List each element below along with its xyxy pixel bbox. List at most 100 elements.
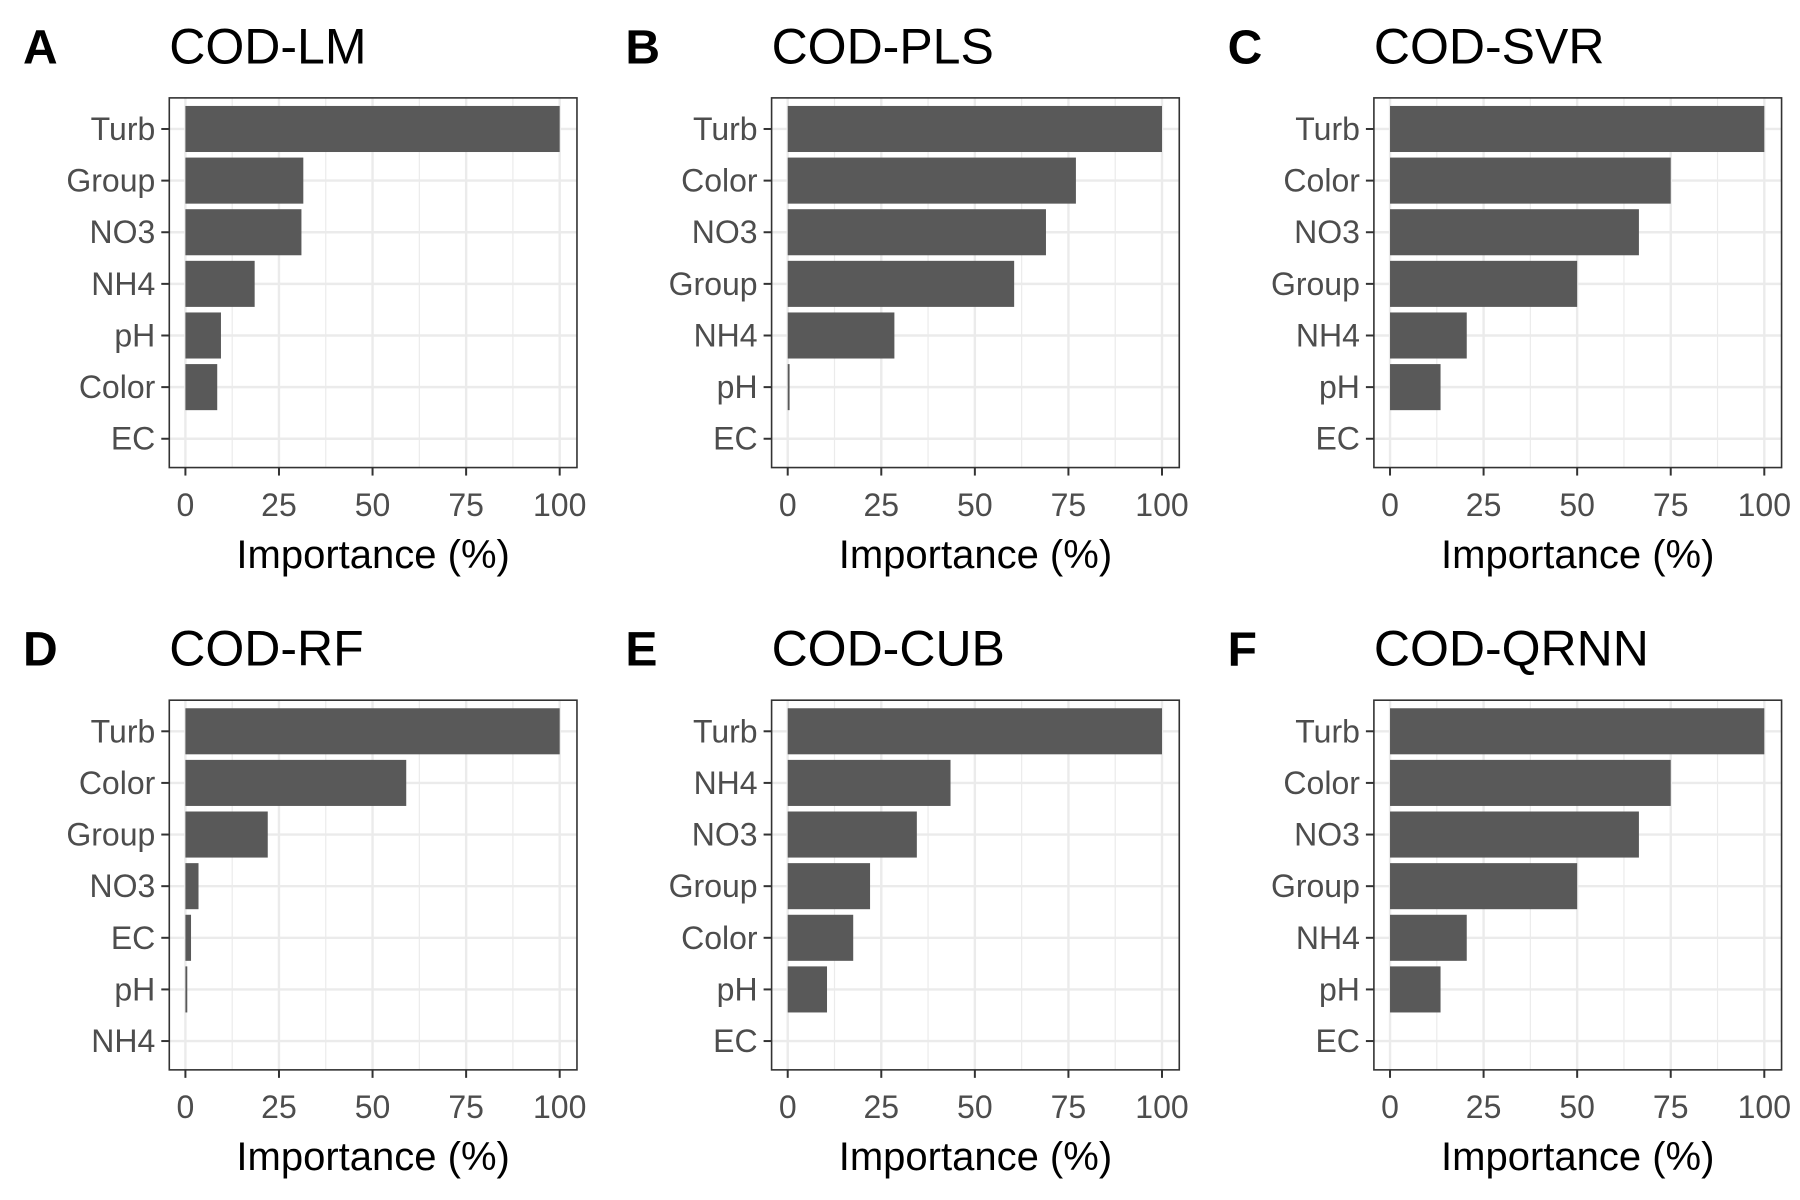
category-label: pH xyxy=(1319,369,1360,405)
x-tick-label: 100 xyxy=(1738,487,1791,523)
x-tick-label: 25 xyxy=(863,487,899,523)
category-label: EC xyxy=(111,421,155,457)
category-label: Turb xyxy=(1295,713,1360,749)
x-tick-label: 50 xyxy=(355,1089,391,1125)
x-tick-label: 25 xyxy=(1466,1089,1502,1125)
category-label: Color xyxy=(681,920,758,956)
bar-ec xyxy=(185,914,192,961)
x-tick-label: 75 xyxy=(1653,487,1689,523)
x-tick-label: 0 xyxy=(1381,1089,1399,1125)
x-tick-label: 50 xyxy=(355,487,391,523)
category-label: pH xyxy=(717,369,758,405)
bar-nh4 xyxy=(1390,914,1467,961)
bar-color xyxy=(185,759,407,806)
category-label: EC xyxy=(713,421,757,457)
category-label: NH4 xyxy=(91,1023,155,1059)
x-tick-label: 25 xyxy=(261,487,297,523)
x-tick-label: 75 xyxy=(448,487,484,523)
bar-color xyxy=(787,914,854,961)
x-tick-label: 50 xyxy=(957,487,993,523)
bar-ph xyxy=(185,312,221,359)
bar-color xyxy=(185,364,218,411)
x-tick-label: 25 xyxy=(863,1089,899,1125)
category-label: pH xyxy=(114,317,155,353)
panel-title: COD-LM xyxy=(169,18,366,74)
panel-d: D COD-RF Turb Color Group NO3 EC pH NH4 0 25 50 75 10… xyxy=(23,621,586,1179)
x-tick-label: 75 xyxy=(448,1089,484,1125)
x-axis-title: Importance (%) xyxy=(839,1135,1112,1179)
bar-nh4 xyxy=(1390,312,1467,359)
category-label: NO3 xyxy=(89,214,155,250)
x-axis-title: Importance (%) xyxy=(1441,1135,1714,1179)
bar-color xyxy=(1390,759,1671,806)
x-tick-label: 75 xyxy=(1051,487,1087,523)
x-tick-label: 75 xyxy=(1051,1089,1087,1125)
category-label: Turb xyxy=(1295,111,1360,147)
category-label: pH xyxy=(114,971,155,1007)
bar-no3 xyxy=(1390,811,1639,858)
panel-letter: C xyxy=(1228,21,1263,74)
category-label: Turb xyxy=(91,713,156,749)
x-tick-label: 0 xyxy=(779,1089,797,1125)
category-label: Turb xyxy=(91,111,156,147)
x-axis-title: Importance (%) xyxy=(236,533,509,577)
category-label: NH4 xyxy=(1296,920,1360,956)
panel-letter: B xyxy=(625,21,660,74)
bar-turb xyxy=(787,105,1162,153)
x-axis-title: Importance (%) xyxy=(1441,533,1714,577)
category-label: pH xyxy=(1319,971,1360,1007)
panel-title: COD-SVR xyxy=(1374,18,1605,74)
bar-no3 xyxy=(185,209,302,256)
bar-ph xyxy=(1390,966,1441,1013)
panel-title: COD-PLS xyxy=(772,18,994,74)
category-label: EC xyxy=(1315,421,1359,457)
bar-turb xyxy=(1390,105,1765,153)
x-tick-label: 100 xyxy=(1135,487,1188,523)
bar-group xyxy=(1390,260,1578,307)
bar-group xyxy=(787,260,1015,307)
bar-no3 xyxy=(787,811,917,858)
x-tick-label: 75 xyxy=(1653,1089,1689,1125)
category-label: EC xyxy=(1315,1023,1359,1059)
category-label: Color xyxy=(79,765,156,801)
bar-color xyxy=(787,157,1076,204)
bar-group xyxy=(185,811,268,858)
bar-no3 xyxy=(1390,209,1639,256)
x-tick-label: 100 xyxy=(533,1089,586,1125)
category-label: NO3 xyxy=(692,817,758,853)
panel-b: B COD-PLS Turb Color NO3 Group NH4 pH EC 0 25 50 75 1… xyxy=(625,18,1188,576)
bar-nh4 xyxy=(787,759,951,806)
panel-letter: F xyxy=(1228,624,1257,677)
bar-group xyxy=(1390,863,1578,910)
x-axis-title: Importance (%) xyxy=(236,1135,509,1179)
bar-ph xyxy=(185,966,188,1013)
category-label: NH4 xyxy=(1296,317,1360,353)
category-label: EC xyxy=(713,1023,757,1059)
bar-color xyxy=(1390,157,1671,204)
category-label: Group xyxy=(669,266,758,302)
bar-nh4 xyxy=(787,312,895,359)
category-label: EC xyxy=(111,920,155,956)
category-label: Color xyxy=(79,369,156,405)
bar-turb xyxy=(1390,708,1765,755)
category-label: NO3 xyxy=(1294,214,1360,250)
category-label: NO3 xyxy=(1294,817,1360,853)
panel-e: E COD-CUB Turb NH4 NO3 Group Color pH EC 0 25 50 75 1… xyxy=(625,621,1188,1179)
bar-turb xyxy=(185,708,560,755)
bar-group xyxy=(185,157,304,204)
x-tick-label: 50 xyxy=(1559,487,1595,523)
panel-title: COD-CUB xyxy=(772,621,1005,677)
category-label: Group xyxy=(1271,266,1360,302)
panel-f: F COD-QRNN Turb Color NO3 Group NH4 pH EC 0 25 50 75… xyxy=(1228,621,1791,1179)
category-label: NH4 xyxy=(91,266,155,302)
category-label: pH xyxy=(717,971,758,1007)
category-label: Group xyxy=(669,868,758,904)
bar-ph xyxy=(787,364,790,411)
category-label: NO3 xyxy=(89,868,155,904)
panel-letter: A xyxy=(23,21,58,74)
category-label: NH4 xyxy=(694,765,758,801)
bar-no3 xyxy=(787,209,1046,256)
category-label: NH4 xyxy=(694,317,758,353)
x-tick-label: 100 xyxy=(1738,1089,1791,1125)
